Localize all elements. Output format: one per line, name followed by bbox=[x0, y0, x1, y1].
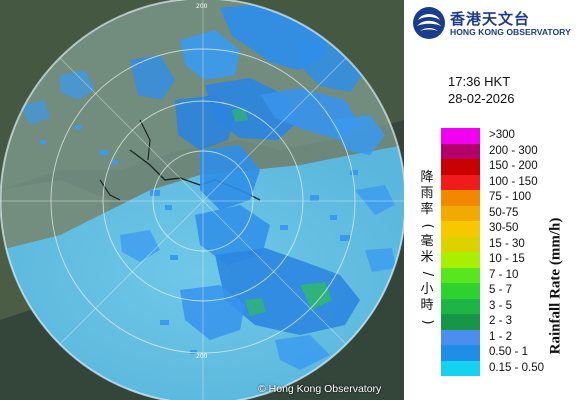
timestamp-time: 17:36 HKT bbox=[448, 74, 511, 89]
legend-swatch bbox=[441, 360, 480, 376]
legend-label: 0.50 - 1 bbox=[489, 346, 528, 358]
copyright-credit: © Hong Kong Observatory bbox=[258, 383, 382, 395]
timestamp-date: 28-02-2026 bbox=[448, 91, 515, 106]
legend-label: 75 - 100 bbox=[489, 191, 532, 203]
legend-title-cn-char: ) bbox=[420, 319, 435, 325]
range-ring-label: 200 bbox=[196, 3, 208, 10]
range-spokes bbox=[0, 0, 404, 400]
legend-label: 30-50 bbox=[489, 222, 519, 234]
legend-label: 50-75 bbox=[489, 206, 519, 219]
legend-label: 100 - 150 bbox=[489, 175, 538, 188]
legend-swatch bbox=[441, 221, 480, 237]
legend-title-cn: 降雨率 ( 毫米 / 小時) bbox=[416, 170, 438, 330]
legend-swatch bbox=[441, 143, 480, 159]
legend-title-cn-char: 雨 bbox=[420, 186, 434, 201]
hko-logo[interactable]: 香港天文台 HONG KONG OBSERVATORY bbox=[412, 6, 574, 40]
legend-title-cn-char: 率 bbox=[420, 202, 434, 217]
hko-emblem-icon bbox=[413, 7, 445, 39]
legend-swatch bbox=[441, 267, 480, 283]
legend-swatch bbox=[441, 159, 480, 175]
legend-label: 2 - 3 bbox=[489, 315, 513, 327]
legend-swatch bbox=[441, 298, 480, 314]
legend-swatch bbox=[441, 236, 480, 252]
legend-label: 200 - 300 bbox=[489, 144, 538, 157]
radar-map-canvas: 200 200 bbox=[0, 0, 404, 400]
legend-title-cn-char: ( bbox=[420, 223, 435, 229]
legend-swatch bbox=[441, 314, 480, 330]
legend-label: 0.15 - 0.50 bbox=[489, 361, 544, 374]
range-ring-label-bottom: 200 bbox=[196, 353, 208, 360]
legend-title-cn-char: 米 bbox=[420, 250, 434, 265]
legend-title-cn-char: 時 bbox=[420, 298, 434, 313]
legend-swatch bbox=[441, 190, 480, 206]
legend-label: 1 - 2 bbox=[489, 330, 513, 343]
legend-label: 5 - 7 bbox=[489, 284, 513, 296]
legend-swatch bbox=[441, 252, 480, 268]
legend-title-cn-char: 降 bbox=[420, 170, 434, 185]
legend-label: 15 - 30 bbox=[489, 237, 525, 250]
legend-swatch bbox=[441, 174, 480, 190]
rain-echoes bbox=[20, 4, 396, 370]
legend-label: >300 bbox=[489, 129, 515, 141]
legend-title-cn-char: 毫 bbox=[420, 234, 434, 249]
legend-title-en-text: Rainfall Rate (mm/h) bbox=[547, 217, 564, 355]
logo-name-cn: 香港天文台 bbox=[450, 10, 531, 28]
legend-label: 7 - 10 bbox=[489, 268, 519, 281]
legend-panel: 香港天文台 HONG KONG OBSERVATORY 17:36 HKT 28… bbox=[404, 0, 577, 400]
legend-swatch bbox=[441, 283, 480, 299]
legend-swatch bbox=[441, 345, 480, 361]
legend-title-cn-char: / bbox=[420, 271, 435, 277]
legend-swatch bbox=[441, 205, 480, 221]
radar-map[interactable]: 200 200 © Hong Kong Observatory bbox=[0, 0, 404, 400]
logo-name-en: HONG KONG OBSERVATORY bbox=[450, 27, 571, 37]
legend-swatch bbox=[441, 329, 480, 345]
legend-label: 150 - 200 bbox=[489, 160, 538, 172]
legend-title-en: Rainfall Rate (mm/h) bbox=[546, 196, 566, 376]
legend-swatch bbox=[441, 128, 480, 144]
legend-title-cn-char: 小 bbox=[420, 282, 434, 297]
legend-label: 3 - 5 bbox=[489, 299, 513, 312]
legend-label: 10 - 15 bbox=[489, 253, 525, 265]
